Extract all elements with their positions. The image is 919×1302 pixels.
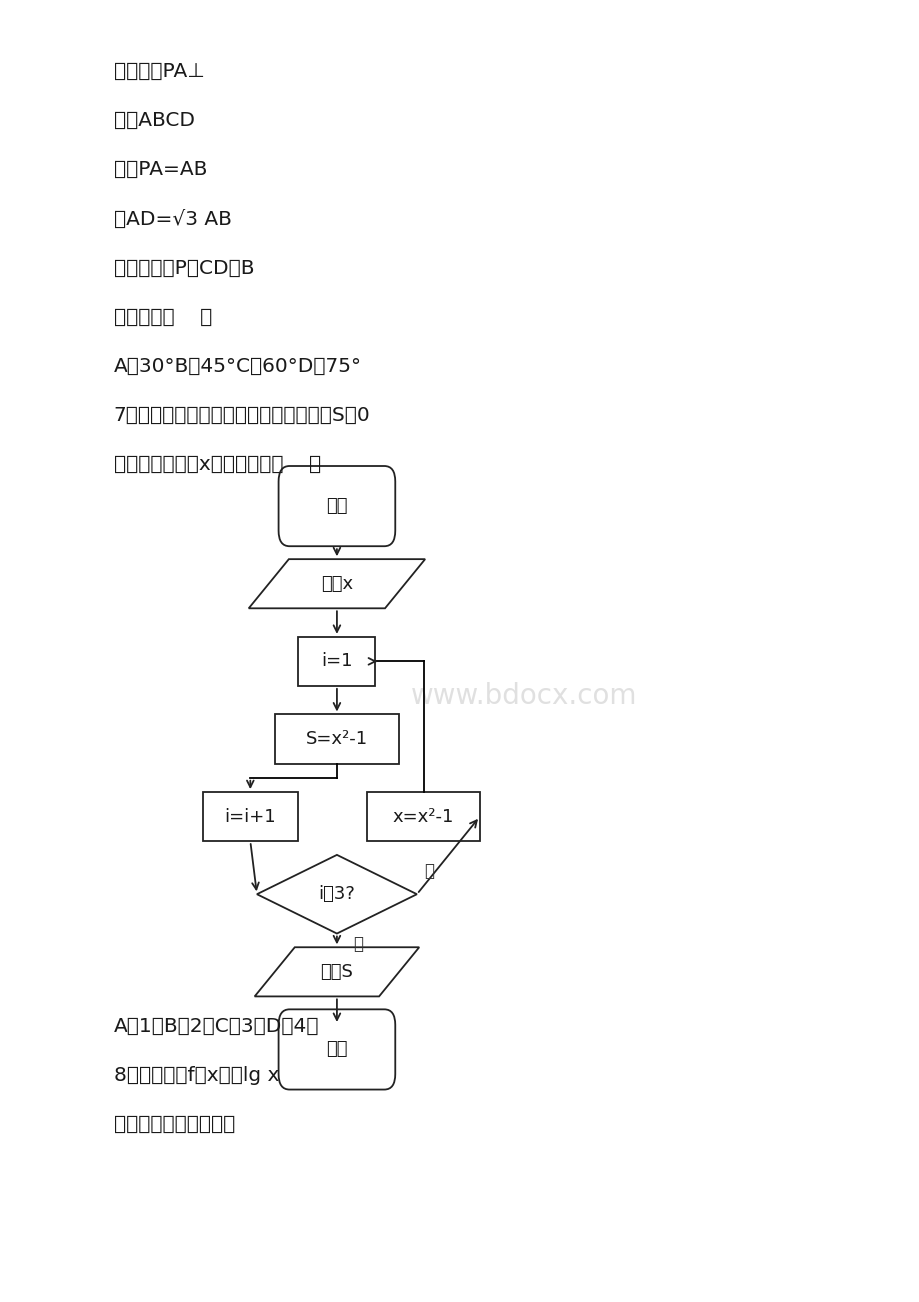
- Text: 开始: 开始: [326, 497, 347, 516]
- Text: 的大小为（    ）: 的大小为（ ）: [113, 307, 211, 327]
- Bar: [275, 715, 399, 763]
- Text: ，AD=√3 AB: ，AD=√3 AB: [113, 210, 232, 228]
- Text: 否: 否: [424, 862, 434, 880]
- Bar: [203, 792, 298, 841]
- Text: i=i+1: i=i+1: [224, 807, 276, 825]
- FancyBboxPatch shape: [278, 1009, 395, 1090]
- Text: www.bdocx.com: www.bdocx.com: [410, 682, 636, 711]
- Text: i＝3?: i＝3?: [318, 885, 355, 904]
- Text: ，现有下列四个命题：: ，现有下列四个命题：: [113, 1115, 234, 1134]
- Text: ，则二面角P－CD－B: ，则二面角P－CD－B: [113, 259, 254, 277]
- Polygon shape: [248, 559, 425, 608]
- Text: ，且PA=AB: ，且PA=AB: [113, 160, 207, 180]
- Polygon shape: [255, 948, 419, 996]
- Text: 是矩形，PA⊥: 是矩形，PA⊥: [113, 62, 204, 81]
- Text: 是: 是: [353, 935, 363, 953]
- Polygon shape: [256, 855, 416, 934]
- Text: 底面ABCD: 底面ABCD: [113, 111, 194, 130]
- FancyBboxPatch shape: [278, 466, 395, 547]
- Bar: [298, 637, 375, 686]
- Bar: [367, 792, 480, 841]
- Text: 8．已知函数f（x）＝lg x: 8．已知函数f（x）＝lg x: [113, 1066, 278, 1085]
- Text: i=1: i=1: [321, 652, 352, 671]
- Text: 输入x: 输入x: [321, 574, 353, 592]
- Text: 结束: 结束: [326, 1040, 347, 1059]
- Text: A．30°B．45°C．60°D．75°: A．30°B．45°C．60°D．75°: [113, 357, 361, 376]
- Text: 输出S: 输出S: [320, 963, 353, 980]
- Text: 7．执行如图所示的程序框图，若输出的S＝0: 7．执行如图所示的程序框图，若输出的S＝0: [113, 406, 370, 424]
- Text: x=x²-1: x=x²-1: [392, 807, 454, 825]
- Text: A．1个B．2个C．3个D．4个: A．1个B．2个C．3个D．4个: [113, 1017, 319, 1035]
- Text: S=x²-1: S=x²-1: [305, 730, 368, 747]
- Text: ，则输入的实数x的取值共有（    ）: ，则输入的实数x的取值共有（ ）: [113, 456, 321, 474]
